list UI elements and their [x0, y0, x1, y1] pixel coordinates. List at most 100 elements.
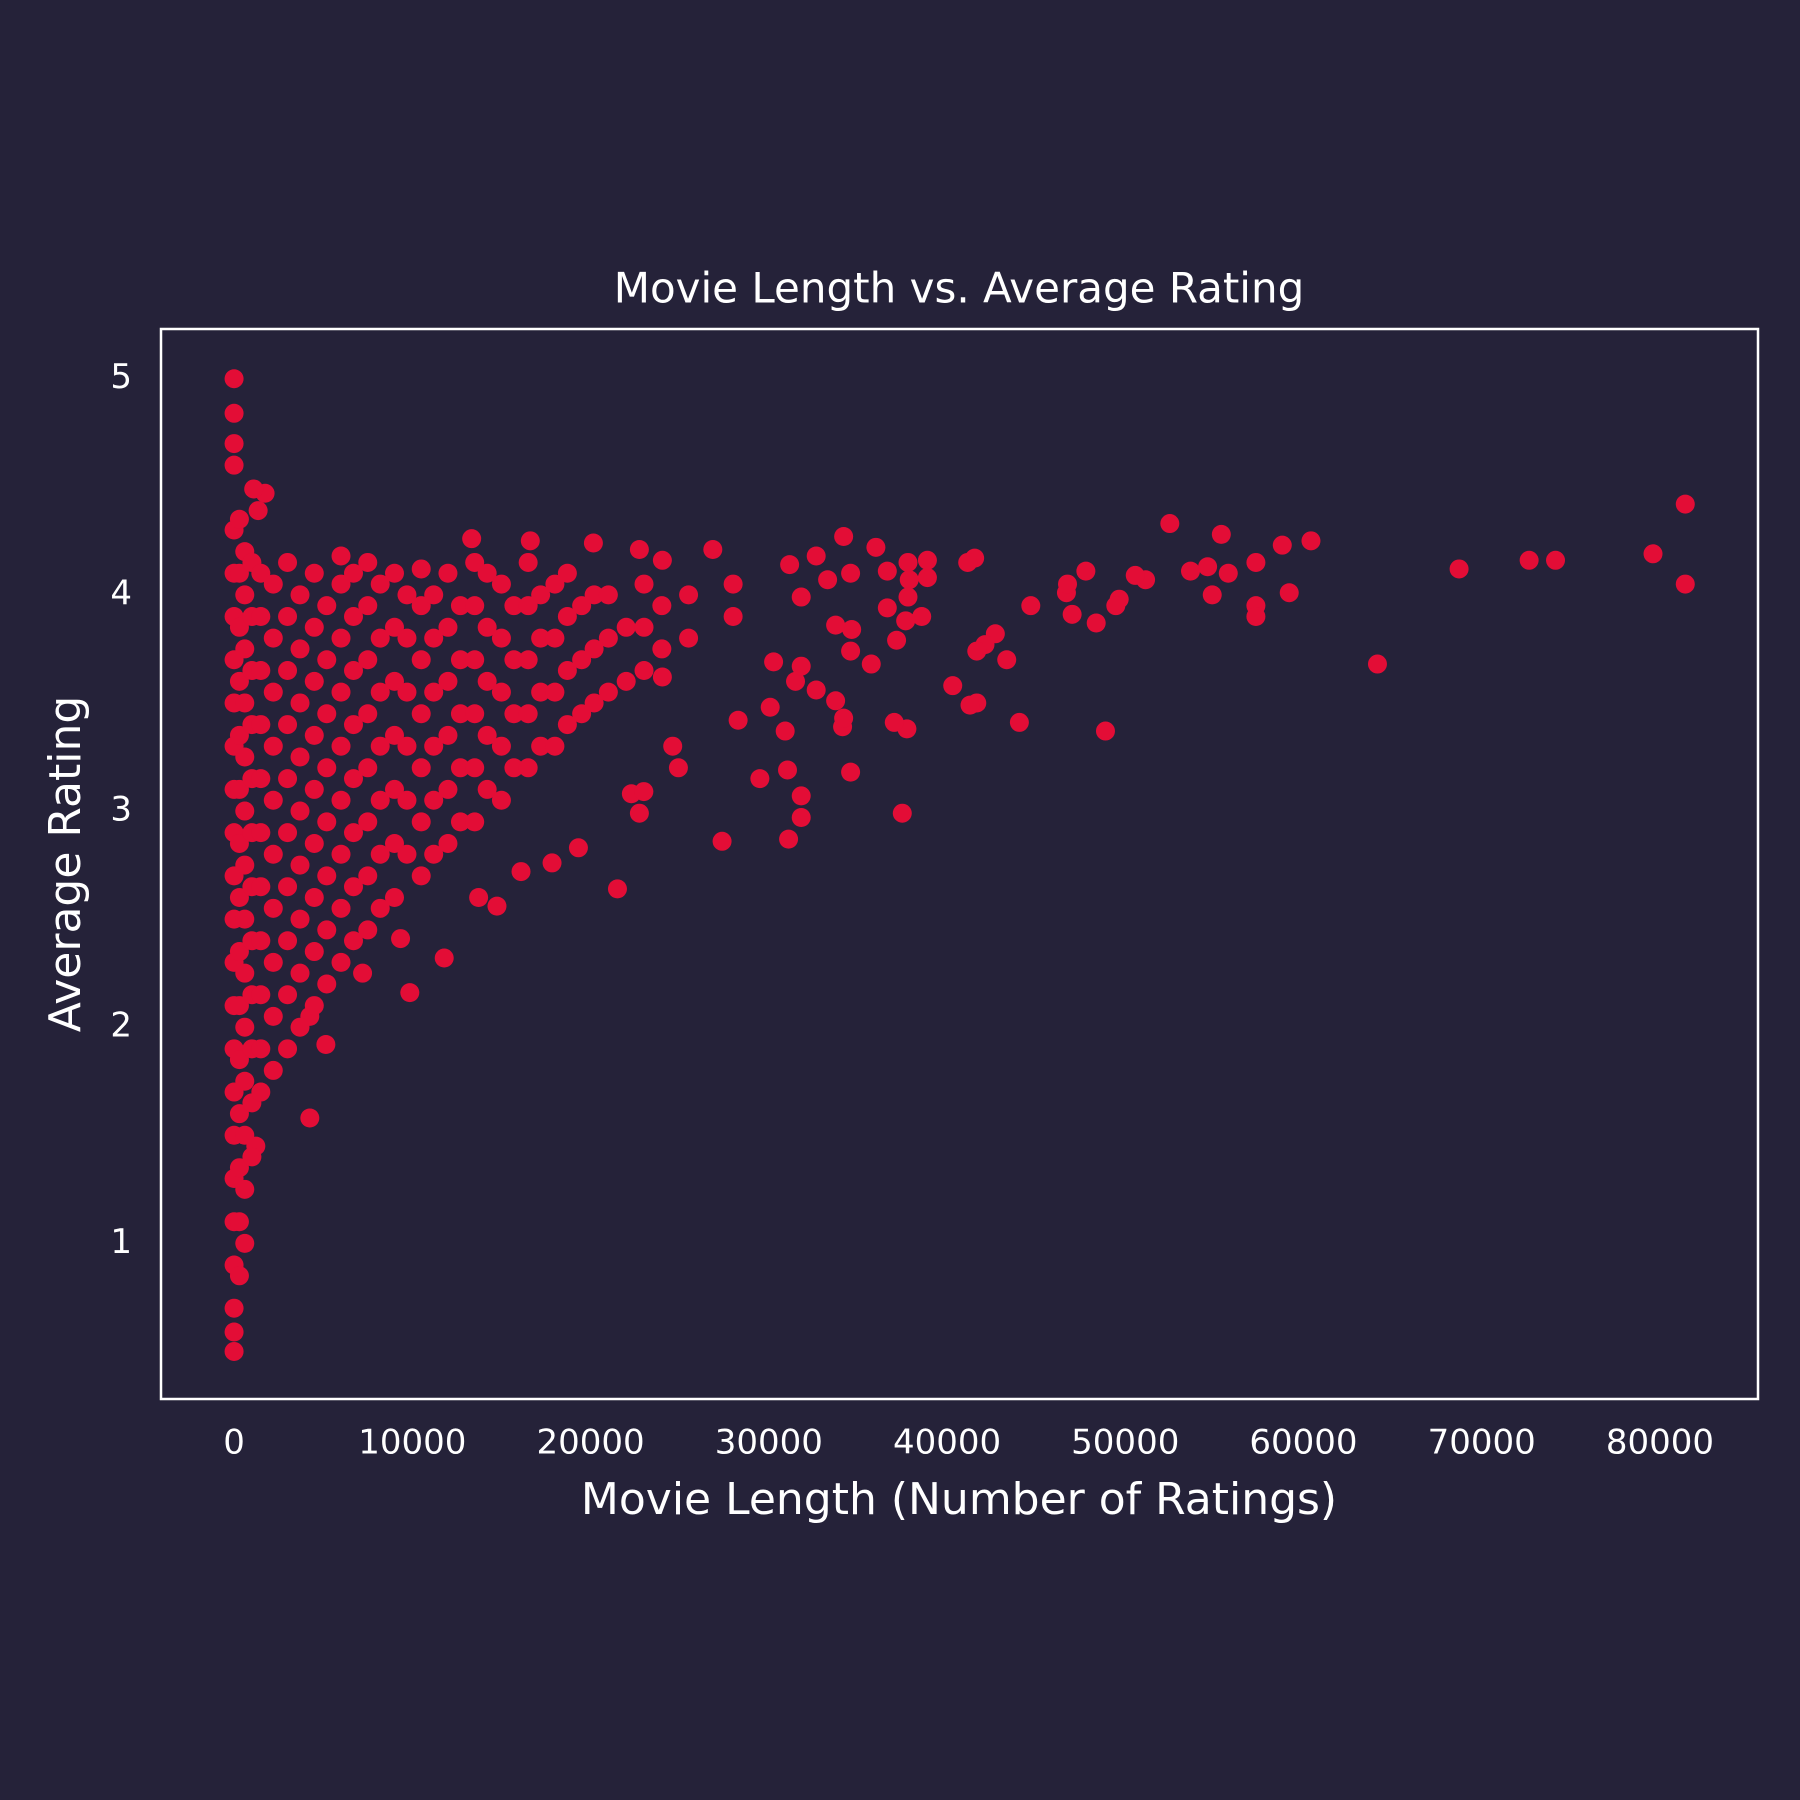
point	[397, 628, 417, 648]
point	[450, 596, 470, 616]
point	[465, 596, 485, 616]
x-tick-label: 60000	[1249, 1423, 1357, 1463]
point	[1076, 561, 1096, 581]
point	[343, 823, 363, 843]
point	[229, 996, 249, 1016]
point	[278, 769, 298, 789]
point	[278, 823, 298, 843]
point	[465, 704, 485, 724]
point	[331, 898, 351, 918]
point	[424, 628, 444, 648]
point	[229, 509, 249, 529]
point	[251, 563, 271, 583]
point	[1021, 596, 1041, 616]
point	[229, 1212, 249, 1232]
x-tick-label: 0	[223, 1423, 245, 1463]
point	[465, 758, 485, 778]
point	[518, 758, 538, 778]
point	[229, 888, 249, 908]
point	[358, 704, 378, 724]
point	[331, 736, 351, 756]
point	[370, 574, 390, 594]
point	[568, 838, 588, 858]
point	[779, 829, 799, 849]
point	[634, 782, 654, 802]
point	[251, 661, 271, 681]
y-tick-label: 4	[110, 573, 132, 613]
point	[887, 630, 907, 650]
point	[912, 606, 932, 626]
point	[778, 760, 798, 780]
point	[235, 1179, 255, 1199]
point	[229, 1158, 249, 1178]
point	[304, 833, 324, 853]
point	[465, 552, 485, 572]
point	[263, 952, 283, 972]
point	[438, 779, 458, 799]
point	[263, 844, 283, 864]
point	[504, 704, 524, 724]
point	[304, 888, 324, 908]
point	[424, 790, 444, 810]
point	[1246, 552, 1266, 572]
point	[229, 1050, 249, 1070]
point	[424, 682, 444, 702]
point	[1062, 604, 1082, 624]
point	[917, 550, 937, 570]
point	[1095, 721, 1115, 741]
point	[629, 803, 649, 823]
point	[1675, 574, 1695, 594]
point	[1272, 535, 1292, 555]
point	[491, 682, 511, 702]
point	[263, 898, 283, 918]
point	[450, 812, 470, 832]
x-axis-label: Movie Length (Number of Ratings)	[581, 1474, 1337, 1525]
point	[1246, 606, 1266, 626]
point	[572, 596, 592, 616]
point	[465, 650, 485, 670]
point	[411, 758, 431, 778]
point	[290, 1017, 310, 1037]
point	[545, 628, 565, 648]
point	[384, 888, 404, 908]
point	[370, 736, 390, 756]
point	[826, 691, 846, 711]
point	[1202, 585, 1222, 605]
point	[584, 639, 604, 659]
point	[1301, 531, 1321, 551]
point	[278, 552, 298, 572]
point	[235, 693, 255, 713]
point	[841, 641, 861, 661]
point	[450, 650, 470, 670]
point	[235, 801, 255, 821]
point	[224, 1341, 244, 1361]
point	[634, 661, 654, 681]
point	[229, 833, 249, 853]
chart-title: Movie Length vs. Average Rating	[614, 264, 1305, 313]
point	[278, 985, 298, 1005]
point	[263, 628, 283, 648]
point	[557, 661, 577, 681]
y-axis-label: Average Rating	[40, 696, 91, 1033]
point	[728, 710, 748, 730]
point	[224, 1322, 244, 1342]
point	[224, 369, 244, 389]
point	[518, 596, 538, 616]
point	[652, 639, 672, 659]
point	[235, 909, 255, 929]
point	[542, 853, 562, 873]
point	[400, 983, 420, 1003]
point	[304, 996, 324, 1016]
point	[1009, 712, 1029, 732]
point	[251, 769, 271, 789]
point	[235, 1125, 255, 1145]
point	[834, 708, 854, 728]
point	[278, 877, 298, 897]
point	[531, 585, 551, 605]
point	[317, 596, 337, 616]
point	[438, 725, 458, 745]
point	[317, 704, 337, 724]
point	[958, 552, 978, 572]
point	[834, 527, 854, 547]
